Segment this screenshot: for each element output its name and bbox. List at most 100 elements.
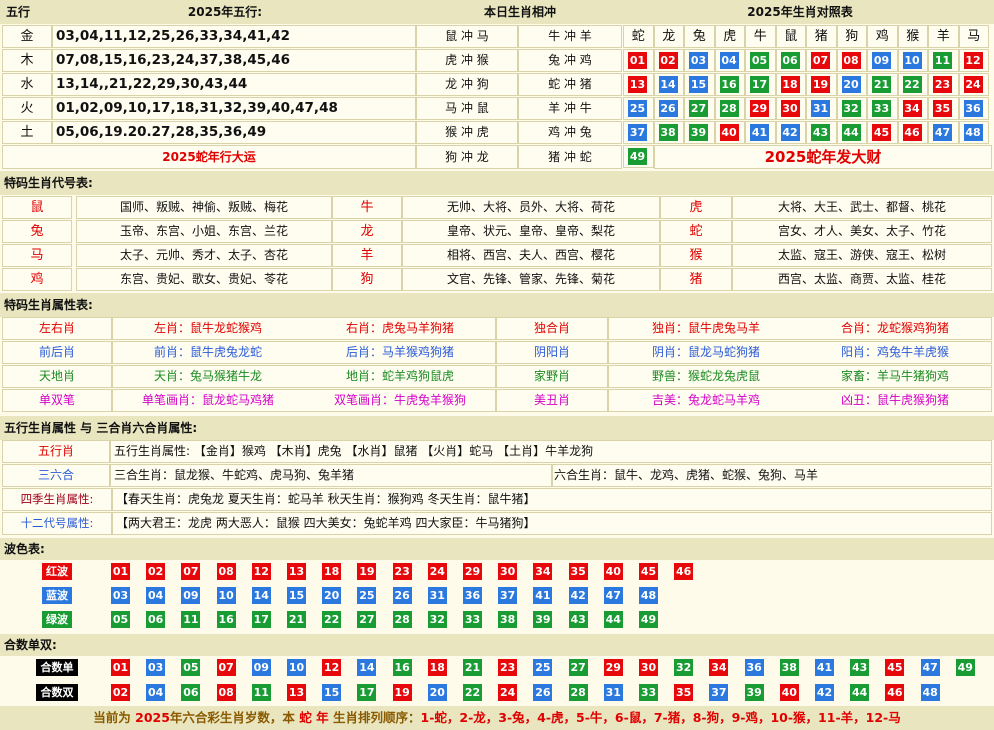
zodiac-number-ball: 17 — [750, 76, 769, 93]
wuxing-element: 土 — [20, 125, 34, 140]
zodiac-number-ball: 19 — [811, 76, 830, 93]
wuxing-nums-cell — [52, 25, 416, 48]
zodiac-head-cell — [623, 25, 654, 48]
zodiac-head-cell — [867, 25, 898, 48]
attr-val-cell — [112, 317, 496, 340]
bose-number-ball: 05 — [111, 611, 130, 628]
chong-cell — [518, 97, 622, 120]
zodiac-head: 牛 — [753, 29, 767, 44]
zodiac-head: 马 — [967, 29, 981, 44]
chong-pair: 鼠 冲 马 — [445, 29, 489, 43]
chong-pair: 狗 冲 龙 — [445, 150, 489, 164]
code-names: 东宫、贵妃、歌女、贵妃、苓花 — [119, 272, 288, 286]
code-key-cell — [660, 220, 732, 243]
col-wuxing: 五行 — [6, 5, 31, 19]
code-val-cell — [402, 268, 660, 291]
zodiac-number-ball: 12 — [963, 52, 983, 69]
zodiac-number-ball: 01 — [628, 52, 647, 69]
attr-value: 合肖：龙蛇猴鸡狗猪 — [840, 321, 949, 335]
chong-pair: 羊 冲 牛 — [548, 101, 592, 115]
wx-text: 【两大君王：龙虎 两大恶人：鼠猴 四大美女：兔蛇羊鸡 四大家臣：牛马猪狗】 — [116, 516, 536, 530]
heshu-number-ball: 20 — [427, 684, 447, 701]
code-key-cell — [2, 268, 72, 291]
heshu-number-ball: 31 — [603, 684, 623, 701]
zodiac-number-ball: 30 — [780, 100, 800, 117]
wx-val-cell — [110, 464, 552, 487]
wx-label: 三六合 — [37, 468, 74, 482]
attr-val-cell — [608, 341, 992, 364]
chong-pair: 虎 冲 猴 — [445, 53, 489, 67]
heshu-number-ball: 34 — [709, 659, 729, 676]
zodiac-number-ball: 36 — [963, 100, 983, 117]
bose-title: 波色表: — [4, 542, 45, 556]
bose-number-ball: 35 — [568, 563, 588, 580]
wuxing-numbers: 13,14,,21,22,29,30,43,44 — [56, 76, 248, 92]
wuxing-nums-cell — [52, 49, 416, 72]
zodiac-number-ball: 37 — [628, 124, 647, 141]
bose-number-ball: 38 — [498, 611, 518, 628]
wx-text: 五行生肖属性: 【金肖】猴鸡 【木肖】虎兔 【水肖】鼠猪 【火肖】蛇马 【土肖】… — [114, 444, 594, 458]
zodiac-head-cell — [653, 25, 684, 48]
wx-key-cell — [2, 488, 112, 511]
code-key-cell — [332, 244, 402, 267]
attr-value: 家畜：羊马牛猪狗鸡 — [840, 369, 949, 383]
bose-number-ball: 49 — [639, 611, 658, 628]
zodiac-head-cell — [684, 25, 715, 48]
attrs-title-bar — [0, 293, 994, 317]
code-key-cell — [660, 268, 732, 291]
attr-val-cell — [608, 365, 992, 388]
bose-number-ball: 20 — [322, 587, 342, 604]
zodiac-number-ball: 43 — [811, 124, 830, 141]
code-key-cell — [2, 220, 72, 243]
zodiac-number-ball: 18 — [780, 76, 800, 93]
attr-val-cell — [112, 365, 496, 388]
code-names: 相将、西宫、夫人、西宫、樱花 — [446, 248, 615, 262]
wx-text: 六合生肖：鼠牛、龙鸡、虎猪、蛇猴、兔狗、马羊 — [554, 468, 819, 482]
code-names: 玉帝、东宫、小姐、东宫、兰花 — [119, 224, 288, 238]
bose-number-ball: 15 — [287, 587, 306, 604]
chong-pair: 兔 冲 鸡 — [548, 53, 592, 67]
heshu-number-ball: 12 — [322, 659, 342, 676]
heshu-number-ball: 18 — [427, 659, 447, 676]
wx-key-cell — [2, 440, 110, 463]
code-key-cell — [660, 244, 732, 267]
code-zodiac: 鼠 — [30, 200, 44, 215]
wx-key-cell — [2, 464, 110, 487]
wx-key-cell — [2, 512, 112, 535]
heshu-number-ball: 23 — [498, 659, 518, 676]
bose-number-ball: 03 — [111, 587, 130, 604]
heshu-number-ball: 04 — [146, 684, 166, 701]
zodiac-number-ball: 47 — [933, 124, 952, 141]
col-zodiac: 2025年生肖对照表 — [747, 5, 853, 19]
heshu-number-ball: 37 — [709, 684, 729, 701]
fortune-cell — [654, 145, 992, 169]
wuxing-nums-cell — [52, 121, 416, 144]
wx-val-cell — [112, 512, 992, 535]
wuxing-cell — [2, 25, 52, 48]
bose-number-ball: 01 — [111, 563, 130, 580]
zodiac-number-ball: 38 — [658, 124, 678, 141]
attr-value: 野兽：猴蛇龙兔虎鼠 — [651, 369, 760, 383]
heshu-number-ball: 10 — [287, 659, 306, 676]
zodiac-number-ball: 29 — [750, 100, 769, 117]
zodiac-number-ball: 48 — [963, 124, 983, 141]
code-val-cell — [76, 268, 332, 291]
code-key-cell — [660, 196, 732, 219]
zodiac-head: 猴 — [906, 29, 920, 44]
zodiac-number-ball: 46 — [902, 124, 922, 141]
zodiac-number-ball: 13 — [628, 76, 647, 93]
wuxing-numbers: 01,02,09,10,17,18,31,32,39,40,47,48 — [56, 100, 338, 116]
attr-key: 阴阳肖 — [533, 345, 570, 359]
bose-label: 红波 — [42, 563, 72, 580]
code-zodiac: 马 — [30, 248, 44, 263]
zodiac-number-ball: 25 — [628, 100, 647, 117]
heshu-number-ball: 09 — [251, 659, 271, 676]
bose-number-ball: 08 — [216, 563, 236, 580]
attr-key-cell — [2, 389, 112, 412]
zodiac-head-cell — [897, 25, 928, 48]
code-names: 国师、叛贼、神偷、叛贼、梅花 — [119, 200, 288, 214]
bose-number-ball: 13 — [287, 563, 306, 580]
heshu-number-ball: 06 — [181, 684, 201, 701]
zodiac-number-ball: 26 — [658, 100, 678, 117]
zodiac-head: 蛇 — [631, 29, 645, 44]
